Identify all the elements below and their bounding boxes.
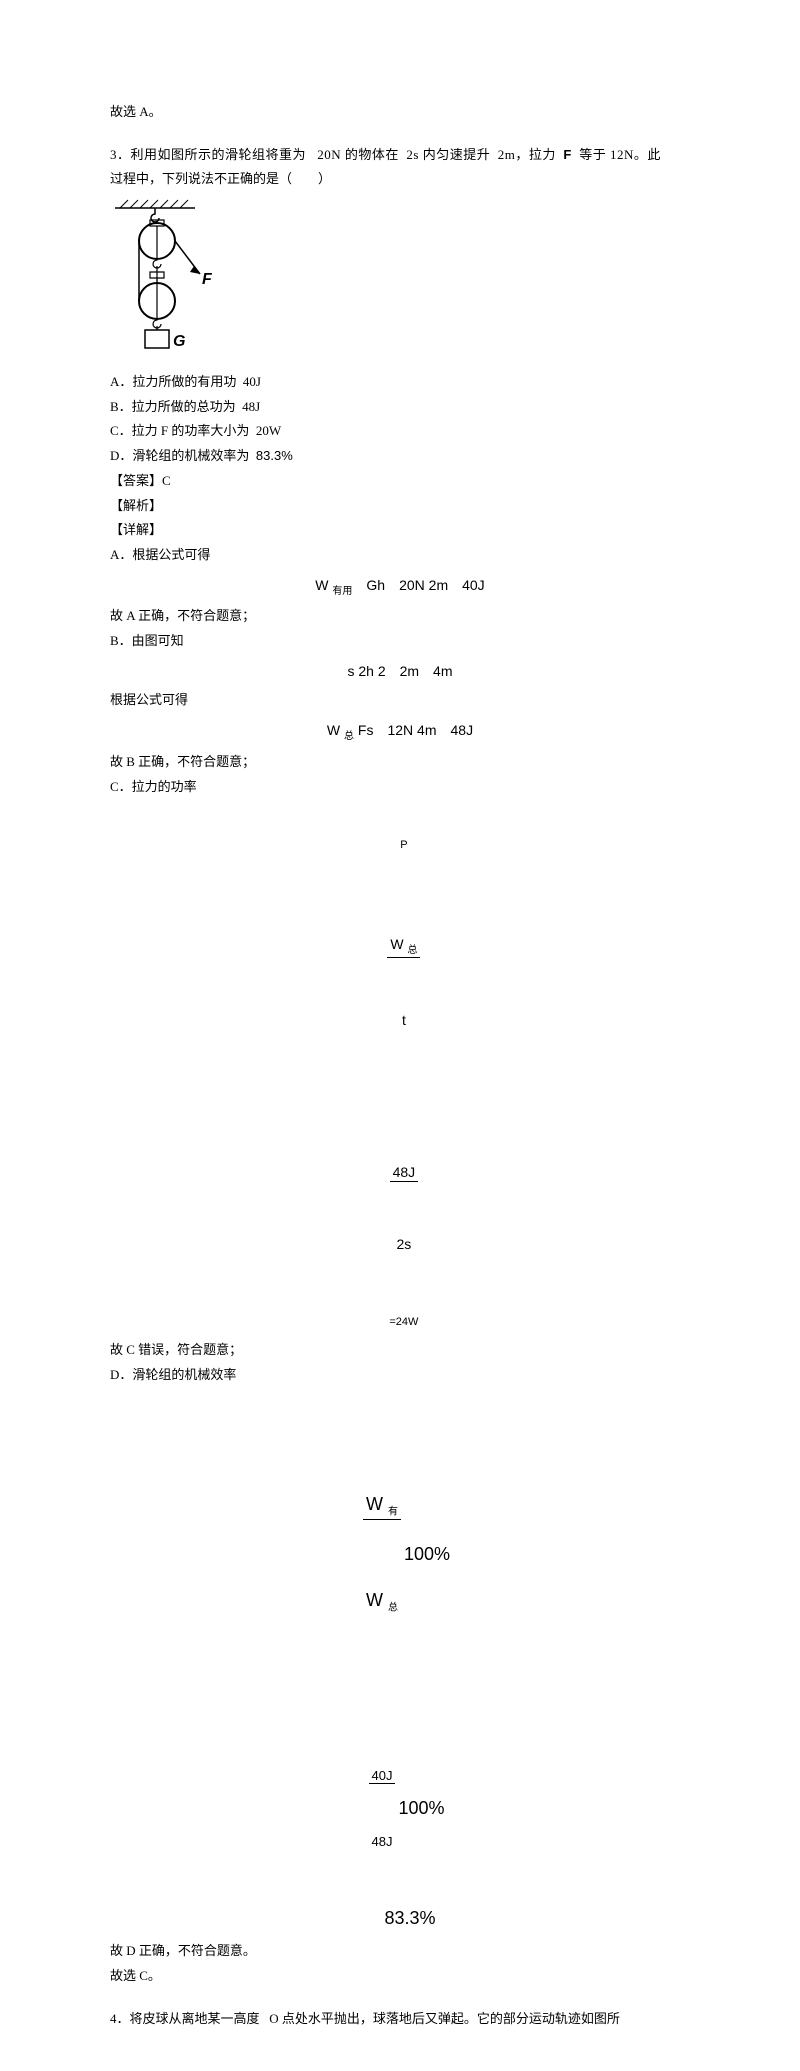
q3-optB: B．拉力所做的总功为 48J (110, 395, 690, 420)
q3-stem-c: 2s 内匀速提升 (406, 147, 490, 162)
q3-B-mid: 根据公式可得 (110, 688, 690, 713)
q3-A-formula: W 有用 Gh 20N 2m 40J (110, 572, 690, 601)
eff-den2: 48J (369, 1833, 396, 1851)
q4-stem-b: O 点处水平抛出，球落地后又弹起。它的部分运动轨迹如图所 (269, 2011, 620, 2026)
q3-optC: C．拉力 F 的功率大小为 20W (110, 419, 690, 444)
eff-num2: 40J (369, 1768, 396, 1785)
q4-stem-a: 4．将皮球从离地某一高度 (110, 2011, 260, 2026)
q3-C-concl: 故 C 错误，符合题意； (110, 1338, 690, 1363)
q3-stem-b: 20N 的物体在 (317, 147, 399, 162)
q3-B-formula1: s 2h 2 2m 4m (110, 658, 690, 685)
eff-numsub: 有 (388, 1507, 398, 1518)
eff-densub: 总 (388, 1603, 398, 1614)
q3-D-concl: 故 D 正确，不符合题意。 (110, 1939, 690, 1964)
svg-text:G: G (173, 333, 185, 350)
pulley-diagram: F G (110, 196, 220, 366)
q3-B-intro: B．由图可知 (110, 629, 690, 654)
q3-xiangjie: 【详解】 (110, 518, 690, 543)
q3-D-formula: W 有 W 总 100% 40J 48J 100% 83.3% (110, 1391, 690, 1935)
eff-pct2: 100% (398, 1798, 444, 1818)
eff-Wnum: W (366, 1494, 383, 1514)
q3-stem-line2: 过程中，下列说法不正确的是（ ） (110, 167, 690, 192)
eff-Wden: W (366, 1590, 383, 1610)
power-t: t (387, 1011, 420, 1031)
power-Wsub: 总 (407, 945, 417, 956)
q3-jiexi: 【解析】 (110, 494, 690, 519)
q3-optB-text: B．拉力所做的总功为 (110, 399, 236, 414)
eff-result: 83.3% (384, 1908, 435, 1928)
power-den: 2s (390, 1235, 419, 1255)
q3-A-concl: 故 A 正确，不符合题意； (110, 604, 690, 629)
power-W: W (390, 936, 403, 952)
power-result: =24W (389, 1316, 418, 1328)
q3-optD: D．滑轮组的机械效率为 83.3% (110, 444, 690, 469)
q3-stem-e: F (563, 147, 571, 162)
q3-C-intro: C．拉力的功率 (110, 775, 690, 800)
q3-stem-line1: 3．利用如图所示的滑轮组将重为 20N 的物体在 2s 内匀速提升 2m，拉力 … (110, 143, 690, 168)
power-P: P (400, 839, 407, 851)
q3-answer: 【答案】C (110, 469, 690, 494)
q3-stem-a: 3．利用如图所示的滑轮组将重为 (110, 147, 306, 162)
power-num: 48J (390, 1164, 419, 1182)
q3-B-formula2: W 总 Fs 12N 4m 48J (110, 717, 690, 746)
q3-optC-text: C．拉力 F 的功率大小为 (110, 423, 249, 438)
q4-stem: 4．将皮球从离地某一高度 O 点处水平抛出，球落地后又弹起。它的部分运动轨迹如图… (110, 2007, 690, 2032)
q3-optB-val: 48J (242, 399, 260, 414)
q3-stem-d: 2m，拉力 (498, 147, 556, 162)
q3-optA-text: A．拉力所做的有用功 (110, 374, 236, 389)
svg-text:F: F (202, 271, 213, 288)
q3-stem-f: 等于 12N。此 (579, 147, 661, 162)
q3-optC-val: 20W (256, 423, 281, 438)
eff-pct1: 100% (404, 1544, 450, 1564)
q3-final: 故选 C。 (110, 1964, 690, 1989)
q3-D-intro: D．滑轮组的机械效率 (110, 1363, 690, 1388)
q3-A-intro: A．根据公式可得 (110, 543, 690, 568)
q3-C-formula: P W 总 t 48J 2s =24W (110, 803, 690, 1334)
q3-optD-text: D．滑轮组的机械效率为 (110, 448, 249, 463)
q3-optA: A．拉力所做的有用功 40J (110, 370, 690, 395)
q3-B-concl: 故 B 正确，不符合题意； (110, 750, 690, 775)
q3-optA-val: 40J (243, 374, 261, 389)
prev-answer: 故选 A。 (110, 100, 690, 125)
q3-optD-val: 83.3% (256, 448, 293, 463)
